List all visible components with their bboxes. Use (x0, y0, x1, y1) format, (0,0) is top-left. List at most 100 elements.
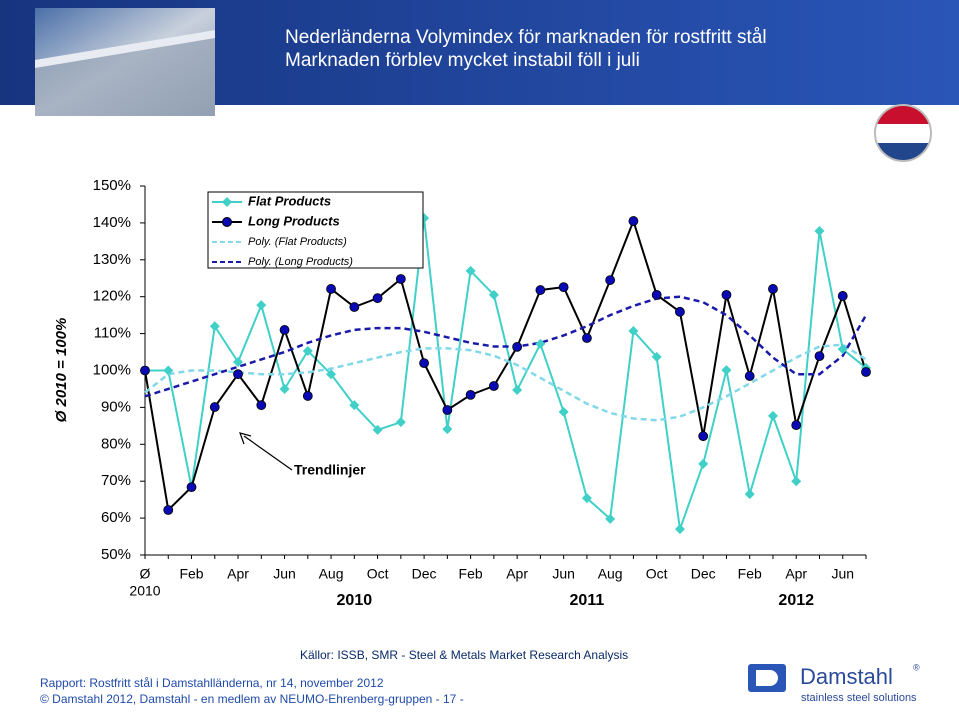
diamond-marker (163, 365, 174, 376)
x-tick-label: Jun (273, 566, 296, 582)
y-tick-label: 130% (93, 251, 131, 268)
subtitle: Marknaden förblev mycket instabil föll i… (285, 50, 640, 71)
legend-marker (222, 217, 232, 227)
flag-rim (874, 104, 932, 162)
circle-marker (302, 391, 313, 401)
circle-marker (721, 289, 732, 300)
diamond-marker (465, 265, 476, 276)
plot: 50% 60% 70% 80% 90% 100% 110% 120% 130% 140% 150% Ø… (93, 177, 871, 609)
legend-box (207, 191, 424, 269)
x-tick-label: Aug (319, 566, 344, 582)
legend-label: Poly. (Flat Products) (248, 236, 347, 248)
y-tick-label: 140% (93, 214, 131, 231)
year-label: 2011 (570, 592, 605, 609)
x-tick-label: Jun (831, 566, 854, 582)
circle-marker (628, 216, 639, 226)
diamond-marker (256, 300, 267, 311)
legend-label: Poly. (Long Products) (248, 256, 353, 268)
diamond-marker (488, 289, 499, 300)
legend-label: Flat Products (248, 193, 331, 208)
x-tick-label: Feb (459, 566, 483, 582)
circle-marker (186, 482, 197, 493)
circle-marker (814, 351, 825, 362)
arrow-head (239, 432, 252, 445)
circle-marker (442, 405, 453, 415)
y-axis-title: Ø 2010 = 100% (53, 318, 70, 423)
x-tick-label: Feb (738, 566, 762, 582)
diamond-marker (814, 226, 825, 237)
legend-label: Long Products (248, 213, 340, 228)
diamond-marker (535, 338, 546, 349)
circle-marker (768, 284, 778, 294)
circle-marker (675, 306, 685, 317)
circle-marker (209, 402, 220, 412)
y-tick-label: 150% (93, 177, 131, 194)
circle-marker (535, 285, 546, 295)
x-tick-label: Oct (367, 566, 389, 582)
circle-marker (488, 381, 499, 391)
logo-registered: ® (913, 662, 920, 672)
circle-marker (791, 420, 802, 431)
diamond-marker (698, 458, 709, 469)
diamond-marker (628, 326, 639, 337)
circle-marker (163, 505, 174, 515)
series-line (144, 218, 867, 513)
x-tick-label: Dec (691, 566, 716, 582)
logo-mark (748, 664, 786, 692)
x-tick-label: Apr (227, 566, 249, 582)
y-tick-label: 120% (93, 288, 131, 305)
source: Källor: ISSB, SMR - Steel & Metals Marke… (300, 648, 628, 662)
diamond-marker (558, 406, 569, 417)
circle-marker (837, 291, 848, 301)
legend-marker (222, 197, 232, 207)
diamond-marker (349, 400, 360, 411)
circle-marker (140, 365, 150, 376)
circle-marker (349, 302, 360, 312)
diamond-marker (674, 524, 685, 535)
y-tick-label: 110% (94, 325, 131, 342)
circle-marker (651, 289, 662, 300)
y-tick-label: 50% (101, 546, 131, 563)
diamond-marker (279, 383, 290, 394)
diamond-marker (744, 489, 755, 500)
x-tick-label: Aug (598, 566, 623, 582)
x-tick-label: Apr (785, 566, 807, 582)
diamond-marker (372, 424, 383, 435)
legend: Flat Products Long Products Poly. (Flat Pr… (212, 193, 353, 268)
logo-name: Damstahl (800, 664, 893, 689)
title: Nederländerna Volymindex för marknaden f… (285, 27, 767, 48)
diamond-marker (721, 365, 732, 376)
circle-marker (326, 284, 336, 294)
diamond-marker (209, 321, 220, 332)
circle-marker (279, 325, 290, 335)
y-tick-label: 60% (101, 509, 131, 526)
y-tick-label: 80% (101, 435, 131, 452)
year-label: 2012 (778, 592, 814, 609)
diamond-marker (581, 493, 592, 504)
circle-marker (698, 431, 709, 442)
series-line (145, 217, 867, 530)
diamond-marker (767, 410, 778, 421)
trendline (144, 343, 867, 422)
copyright: © Damstahl 2012, Damstahl - en medlem av… (40, 692, 464, 706)
diamond-marker (233, 357, 244, 368)
diamond-marker (302, 345, 313, 356)
y-tick-label: 100% (93, 361, 131, 378)
circle-marker (419, 358, 429, 369)
circle-marker (512, 341, 523, 352)
y-tick-label: 70% (101, 472, 131, 489)
trendline (144, 295, 868, 398)
circle-marker (372, 293, 383, 304)
x-tick-label: Apr (506, 566, 528, 582)
circle-marker (744, 371, 755, 381)
circle-marker (605, 275, 616, 285)
diamond-marker (442, 424, 453, 435)
x-tick-label: Dec (412, 566, 437, 582)
diamond-marker (395, 417, 406, 428)
year-label: 2010 (337, 592, 373, 609)
circle-marker (861, 367, 871, 377)
x-tick-label: Jun (552, 566, 575, 582)
x-tick-label: Oct (646, 566, 668, 582)
diamond-marker (651, 351, 662, 362)
